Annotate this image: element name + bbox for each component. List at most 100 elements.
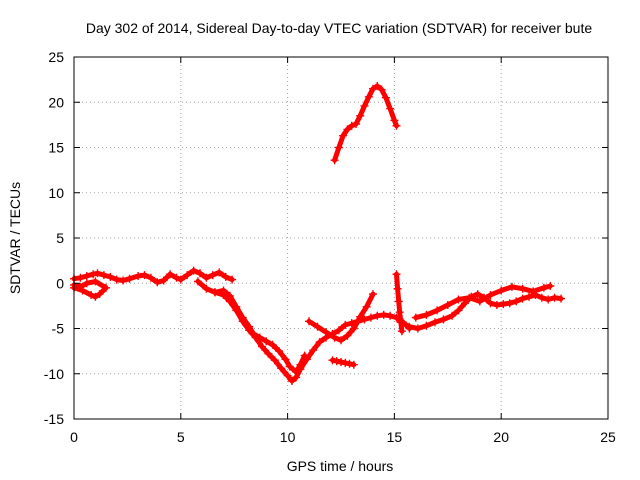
data-point	[93, 269, 102, 278]
data-point	[119, 276, 128, 285]
data-point	[373, 311, 382, 320]
data-point	[283, 371, 292, 380]
series-track-g	[330, 82, 401, 165]
data-point	[166, 270, 175, 279]
data-point	[492, 301, 501, 309]
data-point	[395, 308, 404, 317]
series-track-j	[411, 282, 555, 322]
series-track-f	[328, 356, 358, 369]
data-point	[172, 273, 181, 282]
data-point	[277, 364, 286, 373]
data-point	[518, 284, 527, 293]
data-point	[183, 271, 192, 280]
data-point	[112, 275, 121, 284]
data-point	[159, 276, 168, 285]
data-point	[454, 306, 463, 315]
x-tick-label: 20	[493, 429, 509, 445]
data-point	[405, 322, 414, 331]
data-point	[433, 306, 442, 315]
data-point	[431, 318, 439, 327]
data-point	[146, 273, 155, 282]
data-point	[386, 311, 395, 320]
series-track-d	[211, 286, 309, 376]
data-point	[454, 295, 463, 304]
data-point	[537, 293, 546, 302]
data-point	[202, 284, 211, 293]
data-point	[396, 318, 405, 327]
series-path-track-b	[71, 278, 109, 300]
data-point	[373, 82, 382, 90]
data-point	[82, 272, 91, 280]
data-point	[544, 295, 553, 304]
y-tick-label: -10	[44, 366, 64, 382]
data-point	[369, 290, 377, 299]
data-point	[275, 347, 284, 356]
x-tick-label: 15	[387, 429, 403, 445]
axes-layer: 0 5 10 15 20 25 -15 -10 -5 0 5 10 15 20 25	[44, 49, 616, 445]
data-point	[465, 293, 474, 302]
data-point	[486, 291, 495, 299]
data-point	[397, 327, 406, 336]
data-point	[529, 287, 538, 296]
data-point	[219, 286, 228, 295]
data-point	[305, 317, 313, 326]
data-point	[334, 143, 343, 152]
data-point	[287, 377, 296, 385]
data-point	[393, 284, 402, 293]
data-point	[211, 288, 219, 297]
data-point	[448, 311, 457, 320]
series-track-i	[396, 290, 565, 333]
data-point	[386, 104, 395, 113]
data-point	[557, 294, 565, 303]
data-point	[255, 333, 264, 342]
data-point	[341, 358, 350, 367]
data-point	[208, 271, 217, 280]
data-point	[258, 342, 266, 351]
data-point	[296, 360, 305, 369]
data-point	[364, 92, 373, 101]
data-point	[439, 315, 448, 324]
y-tick-label: 15	[48, 140, 64, 156]
data-point	[362, 302, 371, 311]
data-point	[87, 291, 96, 299]
data-point	[232, 302, 241, 311]
y-tick-label: 5	[56, 230, 64, 246]
data-point	[550, 293, 559, 302]
data-point	[215, 268, 224, 277]
data-point	[196, 269, 204, 278]
series-track-e	[305, 290, 377, 345]
data-point	[473, 290, 482, 299]
data-point	[89, 270, 98, 279]
data-point	[281, 355, 290, 364]
data-point	[228, 275, 237, 284]
data-point	[381, 93, 390, 102]
data-point	[349, 360, 358, 369]
data-point	[360, 315, 369, 324]
data-point	[153, 278, 162, 287]
y-tick-label: -5	[52, 321, 65, 337]
data-point	[369, 84, 377, 93]
data-point	[91, 277, 100, 286]
data-point	[349, 324, 358, 333]
series-path-track-e	[306, 291, 376, 343]
data-point	[270, 356, 279, 365]
data-point	[264, 349, 273, 358]
series-track-a	[70, 266, 237, 287]
data-point	[486, 299, 495, 308]
data-point	[221, 272, 230, 281]
data-point	[202, 273, 211, 282]
data-point	[330, 156, 339, 165]
series-path-track-d	[212, 288, 308, 375]
data-point	[193, 277, 202, 286]
data-point	[499, 300, 508, 309]
data-point	[339, 131, 348, 140]
data-point	[309, 346, 318, 355]
data-point	[292, 367, 301, 376]
data-point	[134, 272, 143, 280]
data-point	[366, 313, 375, 322]
data-point	[125, 274, 134, 283]
data-point	[422, 321, 431, 330]
data-point	[512, 297, 521, 306]
data-point	[91, 292, 100, 301]
